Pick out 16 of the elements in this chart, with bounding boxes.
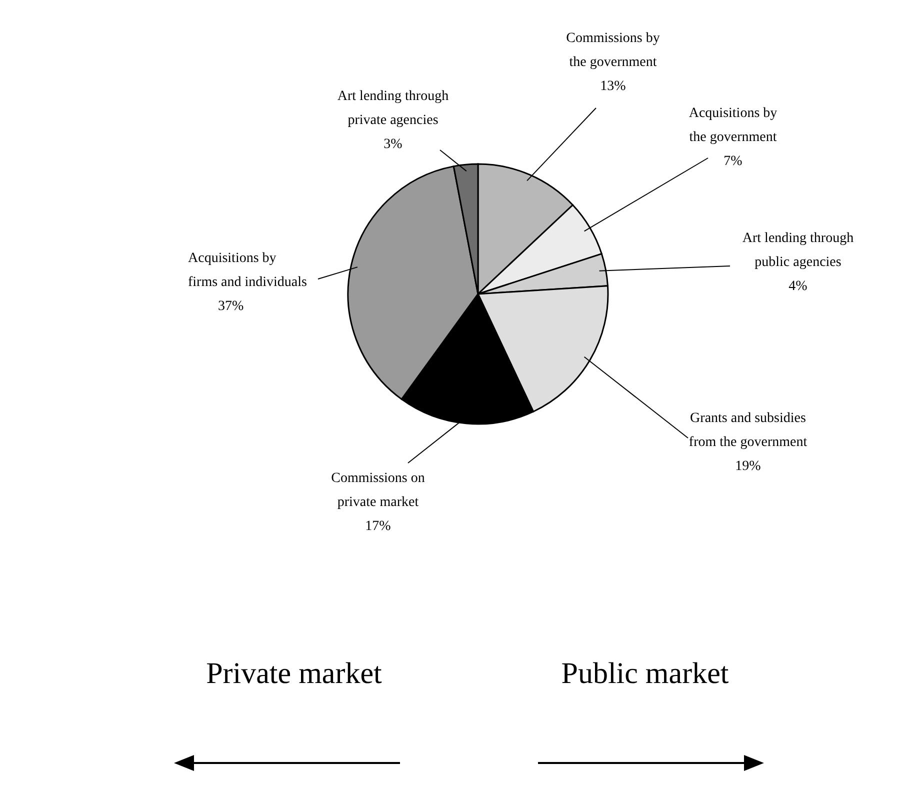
data-label: 3% <box>384 137 403 152</box>
text: Public market <box>561 657 730 690</box>
slice-label: Acquisitions by firms and individuals <box>188 251 307 290</box>
slice-label: Commissions by the government <box>566 31 660 70</box>
data-label: 19% <box>735 459 762 474</box>
slice-label: Art lending through public agencies <box>742 231 854 270</box>
data-label: 7% <box>724 154 743 169</box>
data-label: 17% <box>365 519 392 534</box>
text: Private market <box>206 657 383 690</box>
data-label: 13% <box>600 79 626 94</box>
slice-label: Art lending through private agencies <box>337 89 449 128</box>
slice-label: Acquisitions by the government <box>688 106 778 145</box>
data-label: 37% <box>218 299 244 314</box>
slice-label: Commissions on private market <box>331 471 425 510</box>
data-label: 4% <box>788 279 808 294</box>
slice-label: Grants and subsidies from the government <box>688 411 808 450</box>
